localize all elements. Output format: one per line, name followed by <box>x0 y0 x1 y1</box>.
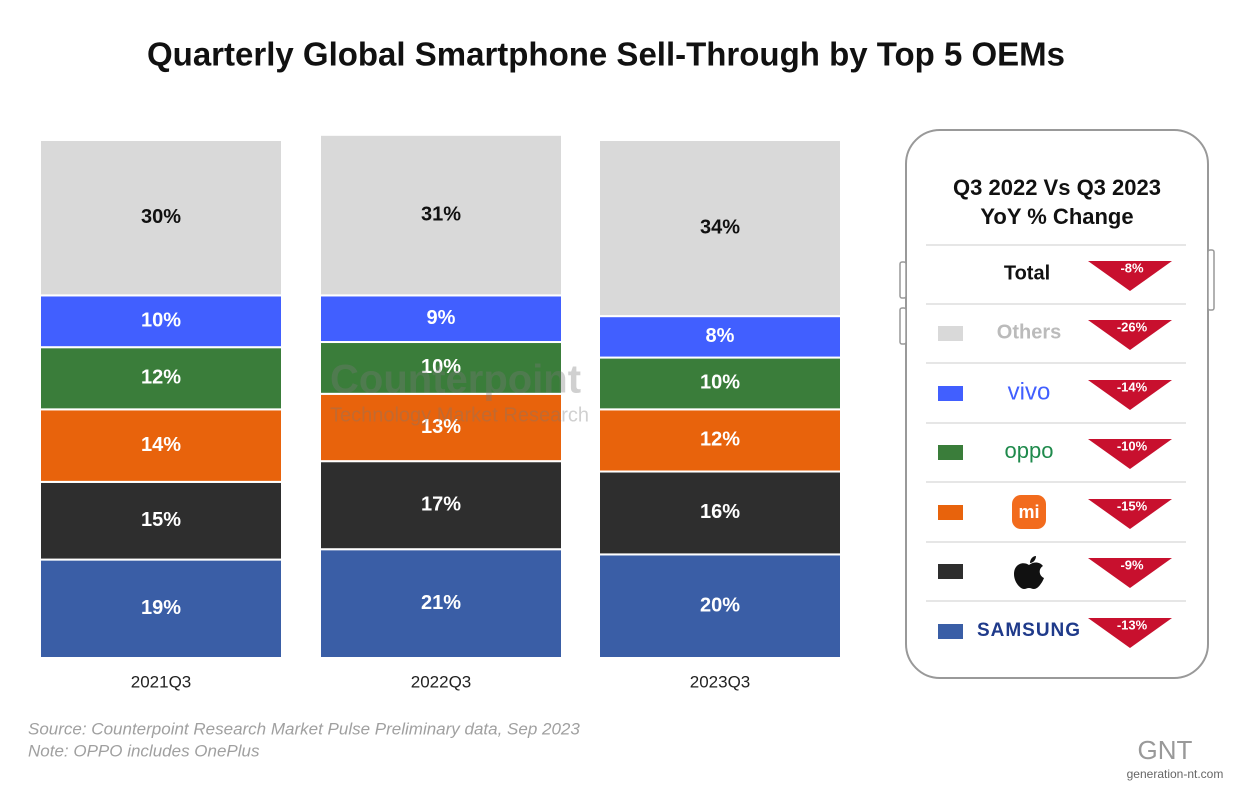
legend-swatch <box>938 445 963 460</box>
data-label: 10% <box>141 310 181 332</box>
yoy-label: -9% <box>1120 557 1144 572</box>
legend-swatch <box>938 326 963 341</box>
bar-segment <box>319 133 563 297</box>
bar-segment <box>598 139 842 318</box>
data-label: 12% <box>700 429 740 451</box>
legend-swatch <box>938 564 963 579</box>
data-label: 9% <box>427 307 456 329</box>
phone-button <box>1207 249 1215 311</box>
x-tick-label: 2021Q3 <box>131 672 192 691</box>
watermark: Technology Market Research <box>330 404 589 426</box>
apple-logo <box>1014 556 1044 589</box>
phone-button <box>899 261 907 299</box>
data-label: 34% <box>700 216 740 238</box>
yoy-marker <box>1088 499 1172 529</box>
legend-label: Others <box>997 321 1061 343</box>
bar-segment <box>319 548 563 659</box>
yoy-marker <box>1088 618 1172 648</box>
data-label: 31% <box>421 203 461 225</box>
bar-segment <box>598 315 842 359</box>
data-label: 20% <box>700 594 740 616</box>
yoy-marker <box>1088 439 1172 469</box>
bar-segment <box>598 408 842 473</box>
bar-segment <box>39 408 283 483</box>
yoy-marker <box>1088 380 1172 410</box>
watermark: Counterpoint <box>330 358 581 402</box>
x-tick-label: 2023Q3 <box>690 672 751 691</box>
panel-title: YoY % Change <box>980 204 1133 229</box>
yoy-label: -8% <box>1120 260 1144 275</box>
legend-swatch <box>938 505 963 520</box>
data-label: 19% <box>141 597 181 619</box>
bar-segment <box>39 346 283 411</box>
data-label: 13% <box>421 416 461 438</box>
bar-segment <box>598 470 842 556</box>
legend-label: vivo <box>1008 378 1051 405</box>
bar-segment <box>319 460 563 551</box>
panel-title: Q3 2022 Vs Q3 2023 <box>953 175 1161 200</box>
yoy-label: -10% <box>1117 438 1148 453</box>
legend-label: SAMSUNG <box>977 620 1081 641</box>
row-name: Total <box>1004 262 1050 284</box>
bar-segment <box>598 356 842 411</box>
data-label: 30% <box>141 206 181 228</box>
bar-segment <box>319 392 563 463</box>
yoy-marker <box>1088 320 1172 350</box>
credit-url: generation-nt.com <box>1127 767 1224 781</box>
credit-logo: GNT <box>1138 735 1193 765</box>
yoy-label: -14% <box>1117 379 1148 394</box>
yoy-marker <box>1088 558 1172 588</box>
bar-segment <box>598 553 842 660</box>
yoy-marker <box>1088 261 1172 291</box>
phone-button <box>899 307 907 345</box>
data-label: 16% <box>700 501 740 523</box>
x-tick-label: 2022Q3 <box>411 672 472 691</box>
note: Note: OPPO includes OnePlus <box>28 741 260 760</box>
legend-label: oppo <box>1005 438 1054 463</box>
bar-segment <box>39 139 283 297</box>
data-label: 21% <box>421 592 461 614</box>
yoy-label: -26% <box>1117 319 1148 334</box>
legend-label: mi <box>1018 502 1039 522</box>
bar-segment <box>319 341 563 395</box>
data-label: 10% <box>700 372 740 394</box>
bar-segment <box>39 294 283 349</box>
legend-swatch <box>938 624 963 639</box>
source: Source: Counterpoint Research Market Pul… <box>28 719 580 738</box>
yoy-label: -13% <box>1117 617 1148 632</box>
bar-segment <box>39 558 283 660</box>
chart-title: Quarterly Global Smartphone Sell-Through… <box>147 36 1065 73</box>
legend-swatch <box>938 386 963 401</box>
yoy-label: -15% <box>1117 498 1148 513</box>
data-label: 15% <box>141 509 181 531</box>
data-label: 8% <box>706 325 735 347</box>
data-label: 17% <box>421 493 461 515</box>
data-label: 14% <box>141 434 181 456</box>
logo-bg <box>1012 495 1046 529</box>
data-label: 12% <box>141 367 181 389</box>
data-label: 10% <box>421 356 461 378</box>
